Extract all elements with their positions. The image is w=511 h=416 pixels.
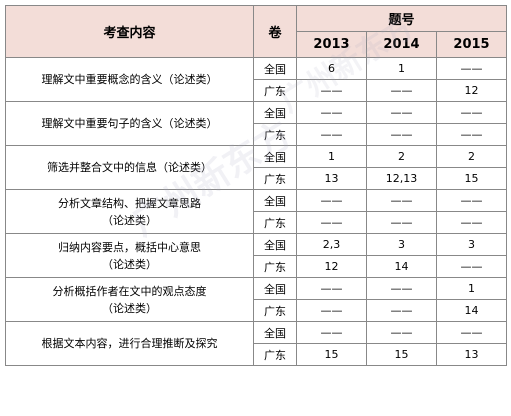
question-number-cell: —— (366, 277, 437, 300)
content-cell: 分析概括作者在文中的观点态度 （论述类） (5, 277, 254, 322)
question-number-cell: 3 (436, 233, 507, 256)
question-number-cell: —— (436, 101, 507, 124)
region-cell: 全国 (253, 189, 297, 212)
content-cell: 理解文中重要概念的含义（论述类） (5, 57, 254, 102)
content-cell: 分析文章结构、把握文章思路 （论述类） (5, 189, 254, 234)
question-number-cell: —— (366, 101, 437, 124)
question-number-cell: 15 (366, 343, 437, 366)
question-number-cell: 14 (366, 255, 437, 278)
table-row: 广东 —— —— —— (6, 211, 507, 234)
region-cell: 广东 (253, 343, 297, 366)
content-line: 分析概括作者在文中的观点态度 (52, 284, 207, 298)
question-number-cell: —— (366, 211, 437, 234)
header-juan: 卷 (253, 5, 297, 58)
question-number-cell: 3 (366, 233, 437, 256)
question-number-cell: 1 (296, 145, 367, 168)
question-number-cell: —— (436, 255, 507, 278)
question-number-cell: 13 (296, 167, 367, 190)
region-cell: 全国 (253, 101, 297, 124)
region-cell: 全国 (253, 57, 297, 80)
question-number-cell: —— (296, 101, 367, 124)
content-cell: 筛选并整合文中的信息（论述类） (5, 145, 254, 190)
table-row: 广东 12 14 —— (6, 255, 507, 278)
table-row: 分析概括作者在文中的观点态度 （论述类） 全国 —— —— 1 (5, 277, 507, 322)
question-number-cell: 2 (436, 145, 507, 168)
table-row: 理解文中重要概念的含义（论述类） 全国 6 1 —— (5, 57, 507, 102)
region-cell: 全国 (253, 321, 297, 344)
content-line: 理解文中重要概念的含义（论述类） (41, 73, 218, 86)
question-number-cell: 12 (436, 79, 507, 102)
question-number-cell: —— (366, 321, 437, 344)
content-cell: 归纳内容要点，概括中心意思 （论述类） (5, 233, 254, 278)
table-row: 筛选并整合文中的信息（论述类） 全国 1 2 2 (5, 145, 507, 190)
question-number-cell: —— (436, 211, 507, 234)
region-cell: 广东 (253, 211, 297, 234)
content-line: 根据文本内容，进行合理推断及探究 (41, 337, 218, 350)
question-number-cell: 15 (436, 167, 507, 190)
question-number-cell: —— (296, 321, 367, 344)
question-number-cell: 2,3 (296, 233, 367, 256)
region-cell: 广东 (253, 299, 297, 322)
question-number-cell: —— (436, 321, 507, 344)
table-row: 广东 13 12,13 15 (6, 167, 507, 190)
table-row: 理解文中重要句子的含义（论述类） 全国 —— —— —— (5, 101, 507, 146)
question-number-cell: —— (366, 79, 437, 102)
table-row: 广东 15 15 13 (6, 343, 507, 366)
question-number-cell: 14 (436, 299, 507, 322)
question-number-cell: —— (296, 189, 367, 212)
content-line: 理解文中重要句子的含义（论述类） (41, 117, 218, 130)
content-cell: 理解文中重要句子的含义（论述类） (5, 101, 254, 146)
region-cell: 广东 (253, 167, 297, 190)
table-row: 归纳内容要点，概括中心意思 （论述类） 全国 2,3 3 3 (5, 233, 507, 278)
question-number-cell: —— (436, 123, 507, 146)
question-number-cell: 12 (296, 255, 367, 278)
header-content: 考查内容 (5, 5, 254, 58)
header-tihao: 题号 (296, 5, 507, 32)
table-row: 广东 —— —— 14 (6, 299, 507, 322)
question-number-cell: 13 (436, 343, 507, 366)
header-year: 2015 (436, 31, 507, 58)
question-number-cell: —— (436, 57, 507, 80)
question-number-cell: —— (296, 299, 367, 322)
header-year: 2014 (366, 31, 437, 58)
content-line: （论述类） (102, 213, 157, 227)
header-year: 2013 (296, 31, 367, 58)
content-line: 归纳内容要点，概括中心意思 (58, 240, 201, 254)
content-line: 分析文章结构、把握文章思路 (58, 196, 201, 210)
content-line: 筛选并整合文中的信息（论述类） (47, 161, 212, 174)
question-number-cell: —— (296, 211, 367, 234)
table-row: 根据文本内容，进行合理推断及探究 全国 —— —— —— (5, 321, 507, 366)
content-line: （论述类） (102, 257, 157, 271)
question-number-cell: —— (436, 189, 507, 212)
question-number-cell: 12,13 (366, 167, 437, 190)
region-cell: 广东 (253, 123, 297, 146)
table-row: 分析文章结构、把握文章思路 （论述类） 全国 —— —— —— (5, 189, 507, 234)
content-cell: 根据文本内容，进行合理推断及探究 (5, 321, 254, 366)
exam-content-table: 考查内容 卷 题号 2013 2014 2015 理解文中重要概念的含义（论述类… (5, 5, 507, 366)
question-number-cell: —— (366, 189, 437, 212)
question-number-cell: 15 (296, 343, 367, 366)
question-number-cell: 6 (296, 57, 367, 80)
region-cell: 全国 (253, 233, 297, 256)
question-number-cell: —— (296, 79, 367, 102)
question-number-cell: 1 (366, 57, 437, 80)
question-number-cell: 2 (366, 145, 437, 168)
region-cell: 全国 (253, 145, 297, 168)
question-number-cell: 1 (436, 277, 507, 300)
region-cell: 广东 (253, 255, 297, 278)
question-number-cell: —— (296, 277, 367, 300)
question-number-cell: —— (366, 299, 437, 322)
question-number-cell: —— (296, 123, 367, 146)
region-cell: 广东 (253, 79, 297, 102)
region-cell: 全国 (253, 277, 297, 300)
content-line: （论述类） (102, 301, 157, 315)
question-number-cell: —— (366, 123, 437, 146)
